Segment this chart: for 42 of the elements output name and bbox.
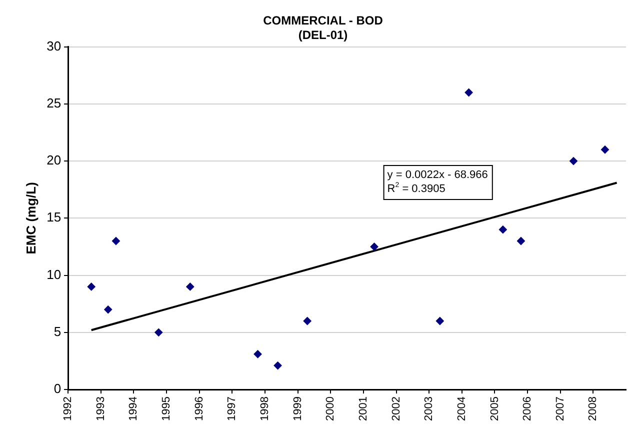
- x-tick-label: 1995: [160, 396, 173, 422]
- x-tick-label: 1998: [259, 396, 272, 422]
- x-tick-label: 1993: [94, 396, 107, 422]
- text: (DEL-01): [298, 28, 348, 42]
- point: [274, 362, 282, 370]
- y-tick-label: 10: [46, 266, 62, 282]
- point: [303, 316, 312, 325]
- point: [154, 328, 163, 336]
- x-tick-label: 2007: [554, 396, 566, 422]
- point: [87, 282, 96, 291]
- y-tick-label: 15: [46, 210, 62, 225]
- y-tick-label: 20: [46, 152, 62, 168]
- point: [370, 242, 378, 251]
- x-tick-label: 2000: [324, 396, 337, 422]
- y-tick-label: 5: [54, 324, 62, 339]
- x-tick-label: 2008: [587, 396, 600, 422]
- x-tick-label: 2006: [522, 396, 534, 422]
- point: [436, 316, 444, 325]
- point: [254, 350, 262, 358]
- y-tick-label: 25: [46, 96, 62, 110]
- point: [516, 237, 525, 246]
- x-tick-label: 2004: [456, 396, 468, 422]
- x-tick-label: 1994: [128, 396, 140, 422]
- x-tick-label: 2002: [390, 396, 402, 422]
- y-axis-title: EMC (mg/L): [23, 182, 38, 254]
- point: [600, 146, 609, 154]
- x-tick-label: 1999: [292, 396, 304, 422]
- x-tick-label: 1992: [62, 396, 74, 422]
- text: COMMERCIAL - BOD: [263, 14, 383, 28]
- x-tick-label: 2005: [488, 396, 501, 422]
- x-tick-label: 2001: [357, 396, 370, 422]
- x-tick-label: 1996: [193, 396, 206, 422]
- y-tick-label: 30: [46, 38, 62, 54]
- point: [104, 306, 112, 314]
- x-tick-label: 1997: [226, 396, 238, 422]
- y-tick-label: 0: [54, 381, 62, 396]
- point: [498, 226, 507, 234]
- point: [112, 237, 120, 246]
- point: [186, 282, 194, 291]
- point: [569, 157, 578, 166]
- x-tick-label: 2003: [423, 396, 436, 422]
- point: [464, 88, 473, 96]
